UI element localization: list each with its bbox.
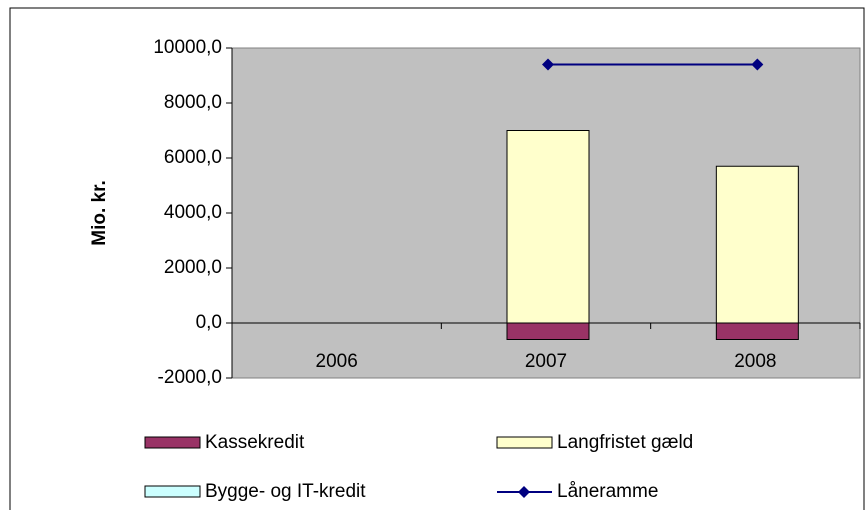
legend-label: Bygge- og IT-kredit — [205, 481, 366, 502]
legend-swatch — [518, 486, 530, 498]
legend-swatch — [144, 485, 201, 498]
legend-label: Langfristet gæld — [557, 432, 693, 453]
legend-swatch — [144, 436, 201, 449]
bar — [715, 165, 799, 324]
legend-label: Låneramme — [557, 481, 658, 502]
y-tick-label: 8000,0 — [164, 92, 222, 113]
legend-swatch — [496, 436, 553, 449]
y-axis-label: Mio. kr. — [89, 180, 110, 245]
y-tick-label: -2000,0 — [158, 367, 222, 388]
x-tick-label: 2007 — [525, 351, 567, 372]
y-tick-label: 2000,0 — [164, 257, 222, 278]
y-tick-label: 0,0 — [196, 312, 222, 333]
legend-label: Kassekredit — [205, 432, 305, 453]
marker — [751, 58, 764, 71]
y-tick-label: 6000,0 — [164, 147, 222, 168]
bar — [506, 322, 590, 340]
x-tick-label: 2006 — [316, 351, 358, 372]
bar — [506, 130, 590, 324]
x-tick-label: 2008 — [734, 351, 776, 372]
marker — [542, 58, 554, 71]
y-tick-label: 10000,0 — [153, 37, 222, 58]
y-tick-label: 4000,0 — [164, 202, 222, 223]
bar — [715, 322, 799, 340]
